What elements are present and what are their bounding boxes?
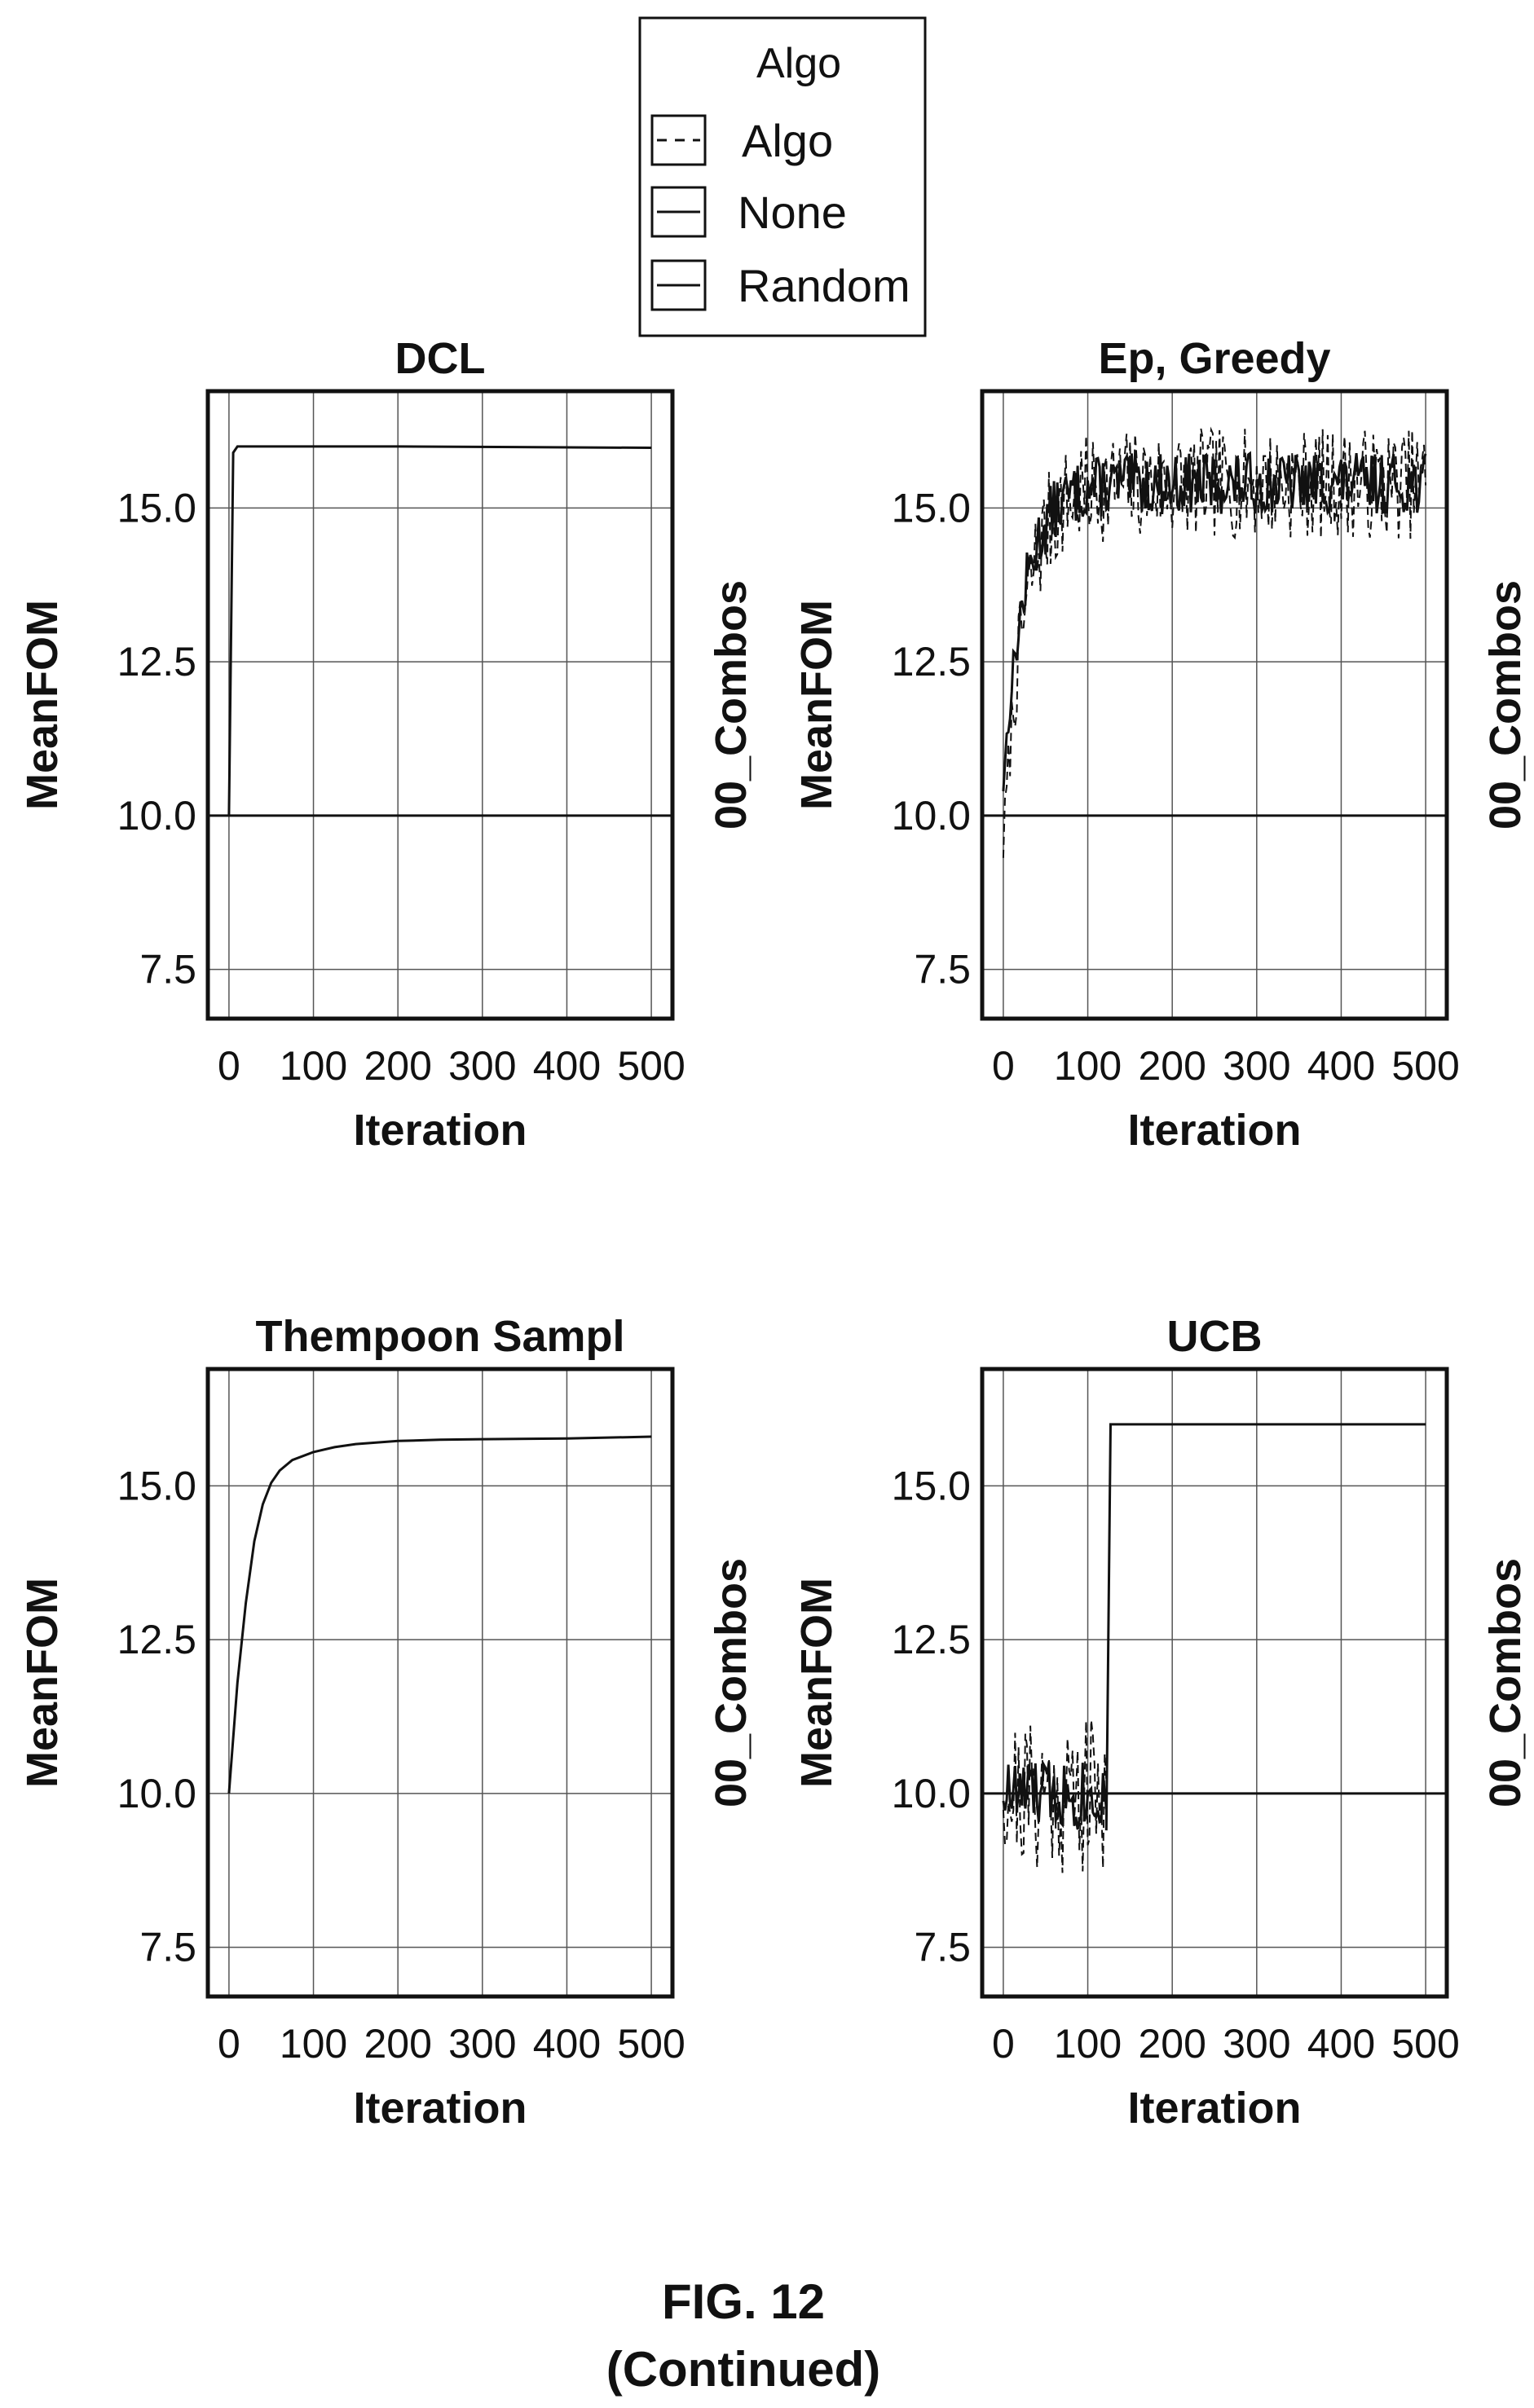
x-tick-label: 500 [1391,1043,1459,1089]
plot-frame [205,1367,675,1999]
y-tick-label: 10.0 [117,793,196,839]
y-tick-label: 7.5 [139,1925,196,1970]
y-tick-label: 10.0 [117,1771,196,1816]
y-tick-label: 12.5 [117,1617,196,1662]
plot-frame [980,1367,1449,1999]
legend-key-none [650,186,707,238]
legend-title: Algo [756,40,841,87]
y-axis-label: MeanFOM [792,1578,841,1788]
y-axis-label: MeanFOM [18,600,67,810]
x-tick-label: 200 [364,1043,431,1089]
x-tick-label: 400 [1307,2021,1375,2067]
x-tick-label: 0 [218,2021,240,2067]
series-line-2 [1002,451,1427,792]
x-tick-label: 400 [1307,1043,1375,1089]
series-line-0 [227,1435,652,1794]
y-tick-label: 7.5 [914,1925,971,1970]
y-tick-label: 12.5 [892,1617,971,1662]
x-tick-label: 400 [533,2021,601,2067]
secondary-y-axis-label: 00_Combos [1481,580,1530,830]
x-tick-label: 200 [364,2021,431,2067]
legend-label-random: Random [738,260,910,311]
y-tick-label: 10.0 [892,1771,971,1816]
x-axis-label: Iteration [353,1106,527,1155]
y-tick-label: 12.5 [892,639,971,685]
x-tick-label: 200 [1138,2021,1206,2067]
y-tick-label: 15.0 [117,1463,196,1508]
y-tick-label: 15.0 [892,1463,971,1508]
panel-ucb: UCB 0 100 200 300 400 500 7.5 10.0 12.5 15.0 Iterat… [792,1312,1530,2133]
series-line-1 [227,445,652,816]
plot-frame [980,389,1449,1021]
x-axis-label: Iteration [1127,2084,1301,2133]
x-tick-label: 300 [1223,1043,1290,1089]
x-tick-label: 100 [1054,2021,1122,2067]
y-tick-label: 15.0 [892,485,971,530]
figure-caption-line2: (Continued) [606,2342,881,2397]
y-axis-label: MeanFOM [792,600,841,810]
x-tick-label: 100 [1054,1043,1122,1089]
y-tick-label: 7.5 [139,947,196,993]
y-tick-label: 15.0 [117,485,196,530]
y-axis-label: MeanFOM [18,1578,67,1788]
secondary-y-axis-label: 00_Combos [707,1558,756,1807]
x-axis-label: Iteration [1127,1106,1301,1155]
y-tick-label: 12.5 [117,639,196,685]
legend: Algo Algo None Random [638,16,927,337]
x-tick-label: 500 [617,2021,685,2067]
x-tick-label: 300 [448,2021,516,2067]
legend-label-algo: Algo [742,115,833,166]
y-tick-label: 10.0 [892,793,971,839]
x-tick-label: 100 [280,2021,347,2067]
x-tick-label: 400 [533,1043,601,1089]
y-tick-label: 7.5 [914,947,971,993]
x-axis-label: Iteration [353,2084,527,2133]
x-tick-label: 100 [280,1043,347,1089]
legend-key-algo [650,114,707,166]
plot-frame [205,389,675,1021]
series-line-1 [1002,426,1427,858]
legend-box [638,16,927,337]
panel-title: UCB [1167,1312,1263,1361]
panel-title: DCL [395,334,486,383]
secondary-y-axis-label: 00_Combos [1481,1558,1530,1807]
panel-ep-greedy: Ep, Greedy 0 100 200 300 400 500 7.5 10.0 12.5 15.… [792,334,1530,1155]
x-tick-label: 300 [448,1043,516,1089]
x-tick-label: 0 [992,1043,1015,1089]
secondary-y-axis-label: 00_Combos [707,580,756,830]
legend-label-none: None [738,187,847,238]
legend-key-random [650,259,707,311]
x-tick-label: 500 [617,1043,685,1089]
series-line-3 [1104,1423,1426,1831]
x-tick-label: 200 [1138,1043,1206,1089]
series-line-2 [1002,1760,1108,1830]
panel-dcl: DCL 0 100 200 300 400 500 7.5 10.0 12.5 15.0 Iterat… [18,334,756,1155]
figure-caption-line1: FIG. 12 [662,2274,825,2329]
panel-title: Ep, Greedy [1098,334,1330,383]
x-tick-label: 300 [1223,2021,1290,2067]
x-tick-label: 0 [218,1043,240,1089]
panel-thempoon-sampl: Thempoon Sampl 0 100 200 300 400 500 7.5 10.0 12.… [18,1312,756,2133]
x-tick-label: 500 [1391,2021,1459,2067]
panel-title: Thempoon Sampl [255,1312,624,1361]
x-tick-label: 0 [992,2021,1015,2067]
